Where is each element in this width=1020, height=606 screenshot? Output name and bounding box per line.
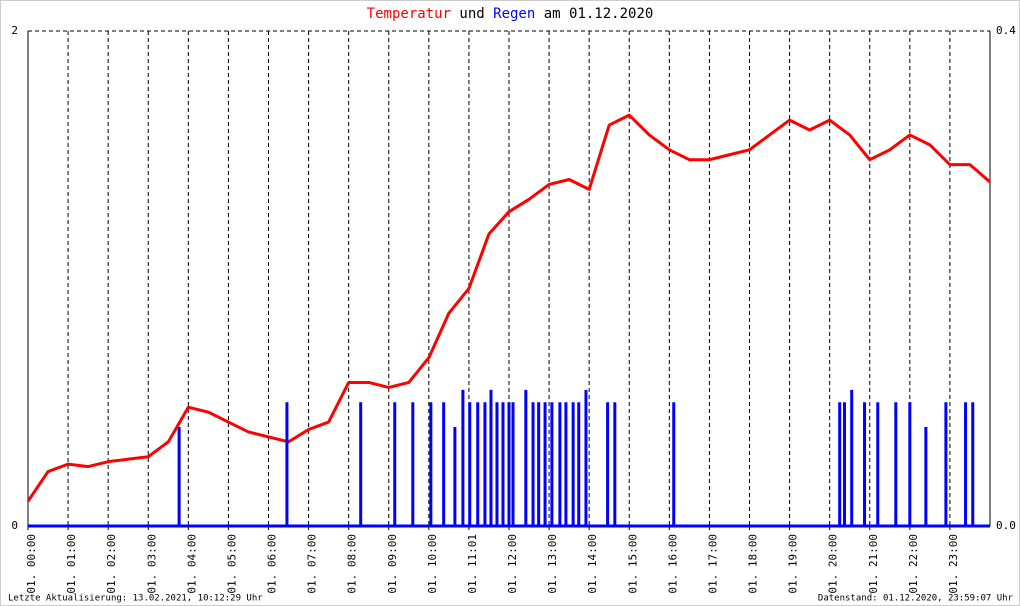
rain-bar [537, 402, 541, 526]
rain-bar [908, 402, 912, 526]
rain-bar [672, 402, 676, 526]
x-tick-label: 01. 18:00 [747, 534, 760, 594]
legend-entry: Temperatur [367, 6, 451, 22]
rain-bar [285, 402, 289, 526]
x-tick-label: 01. 11:01 [466, 534, 479, 594]
rain-bar [461, 389, 465, 526]
rain-bar [571, 402, 575, 526]
rain-bar [971, 402, 975, 526]
rain-bar [838, 402, 842, 526]
rain-bar [564, 402, 568, 526]
x-tick-label: 01. 00:00 [25, 534, 38, 594]
x-tick-label: 01. 03:00 [145, 534, 158, 594]
x-tick-label: 01. 14:00 [586, 534, 599, 594]
x-tick-label: 01. 19:00 [787, 534, 800, 594]
x-tick-label: 01. 22:00 [907, 534, 920, 594]
x-tick-label: 01. 20:00 [827, 534, 840, 594]
footer-left: Letzte Aktualisierung: 13.02.2021, 10:12… [8, 594, 263, 604]
x-tick-label: 01. 02:00 [105, 534, 118, 594]
x-tick-label: 01. 08:00 [346, 534, 359, 594]
x-tick-label: 01. 06:00 [266, 534, 279, 594]
rain-bar [558, 402, 562, 526]
y2-tick-label: 0.4 [996, 24, 1016, 37]
rain-bar [442, 402, 446, 526]
rain-bar [453, 427, 457, 526]
rain-bar [411, 402, 415, 526]
legend-entry: Regen [493, 6, 535, 22]
x-tick-label: 01. 01:00 [65, 534, 78, 594]
footer-right: Datenstand: 01.12.2020, 23:59:07 Uhr [818, 594, 1014, 604]
rain-bar [501, 402, 505, 526]
rain-bar [894, 402, 898, 526]
rain-bar [531, 402, 535, 526]
rain-bar [468, 402, 472, 526]
x-tick-label: 01. 23:00 [947, 534, 960, 594]
y-tick-label: 0 [11, 519, 18, 532]
rain-bar [495, 402, 499, 526]
title-suffix: am 01.12.2020 [544, 6, 654, 22]
rain-bar [584, 389, 588, 526]
rain-bar [483, 402, 487, 526]
x-tick-label: 01. 16:00 [666, 534, 679, 594]
rain-bar [550, 402, 554, 526]
x-tick-label: 01. 07:00 [306, 534, 319, 594]
rain-bar [476, 402, 480, 526]
x-tick-label: 01. 12:00 [506, 534, 519, 594]
rain-bar [429, 402, 433, 526]
rain-bar [850, 389, 854, 526]
x-tick-label: 01. 09:00 [386, 534, 399, 594]
title-joiner: und [459, 6, 484, 22]
x-tick-label: 01. 17:00 [706, 534, 719, 594]
x-tick-label: 01. 13:00 [546, 534, 559, 594]
rain-bar [613, 402, 617, 526]
rain-bar [489, 389, 493, 526]
rain-bar [944, 402, 948, 526]
rain-bar [842, 402, 846, 526]
y2-tick-label: 0.0 [996, 519, 1016, 532]
rain-bar [876, 402, 880, 526]
rain-bar [964, 402, 968, 526]
rain-bar [359, 402, 363, 526]
rain-bar [863, 402, 867, 526]
rain-bar [507, 402, 511, 526]
rain-bar [924, 427, 928, 526]
temperature-line [26, 113, 991, 503]
x-tick-label: 01. 15:00 [626, 534, 639, 594]
rain-bar [577, 402, 581, 526]
rain-bar [524, 389, 528, 526]
chart-title: Temperatur und Regen am 01.12.2020 [367, 6, 654, 22]
rain-bar [393, 402, 397, 526]
rain-bar [511, 402, 515, 526]
x-tick-label: 01. 05:00 [225, 534, 238, 594]
rain-bar [606, 402, 610, 526]
rain-bar [177, 427, 181, 526]
x-tick-label: 01. 21:00 [867, 534, 880, 594]
y-tick-label: 2 [11, 24, 18, 37]
rain-bar [543, 402, 547, 526]
x-tick-label: 01. 04:00 [185, 534, 198, 594]
x-tick-label: 01. 10:00 [426, 534, 439, 594]
